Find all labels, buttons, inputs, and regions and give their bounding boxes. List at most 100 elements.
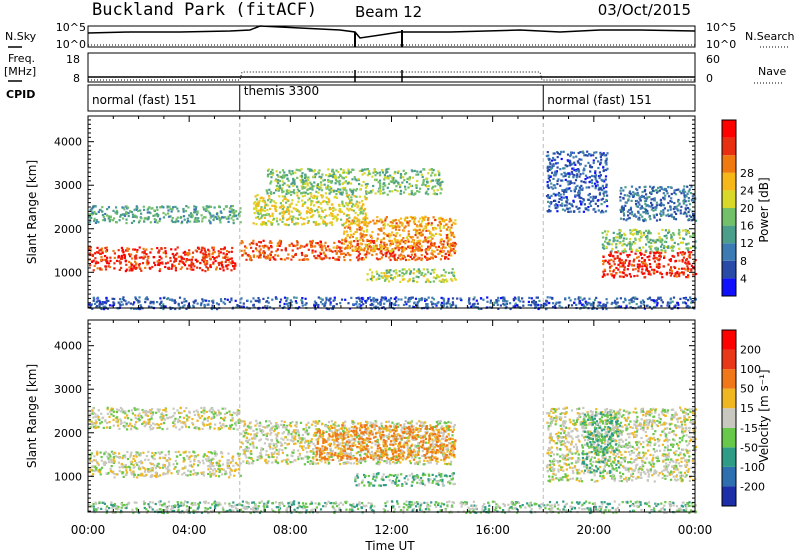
power-cell bbox=[138, 256, 141, 259]
power-cell bbox=[285, 201, 288, 204]
velocity-cell bbox=[239, 474, 242, 477]
power-cell bbox=[203, 247, 206, 250]
power-cell bbox=[368, 221, 371, 224]
power-cell bbox=[609, 265, 612, 268]
power-cell bbox=[178, 260, 181, 263]
power-cell bbox=[641, 272, 644, 275]
power-cell bbox=[586, 303, 589, 306]
power-cell bbox=[646, 256, 649, 259]
power-cell bbox=[685, 276, 688, 279]
power-cell bbox=[634, 238, 637, 241]
power-cell bbox=[360, 304, 363, 307]
power-cell bbox=[250, 241, 253, 245]
power-cell bbox=[101, 302, 104, 306]
power-cell bbox=[636, 205, 640, 208]
power-cell bbox=[636, 263, 639, 266]
power-cell bbox=[215, 268, 218, 271]
power-cell bbox=[430, 300, 433, 303]
power-cell bbox=[389, 258, 392, 262]
power-cell bbox=[189, 215, 192, 218]
power-cell bbox=[587, 209, 590, 212]
power-cell bbox=[103, 301, 106, 304]
power-cell bbox=[589, 170, 592, 173]
power-cell bbox=[568, 207, 571, 210]
power-cell bbox=[527, 303, 530, 307]
velocity-cell bbox=[150, 474, 153, 477]
power-cell bbox=[393, 297, 396, 300]
power-cell bbox=[171, 265, 174, 268]
power-cell bbox=[265, 257, 268, 260]
power-cell bbox=[602, 152, 605, 155]
power-cell bbox=[127, 215, 130, 218]
power-cell bbox=[336, 258, 339, 261]
power-cell bbox=[150, 305, 153, 308]
power-cell bbox=[288, 185, 291, 188]
power-cell bbox=[183, 300, 186, 303]
power-cell bbox=[576, 194, 579, 197]
power-cell bbox=[395, 258, 399, 262]
power-cell bbox=[677, 254, 680, 257]
power-cell bbox=[357, 223, 360, 226]
date-title: 03/Oct/2015 bbox=[598, 1, 691, 19]
power-cell bbox=[217, 215, 220, 218]
power-cell bbox=[428, 246, 431, 250]
power-cell bbox=[98, 305, 101, 308]
power-cell bbox=[417, 256, 420, 259]
power-cell bbox=[365, 245, 368, 248]
power-cell bbox=[277, 223, 280, 226]
velocity-cell bbox=[126, 451, 129, 454]
power-cell bbox=[133, 301, 136, 304]
power-cell bbox=[687, 299, 690, 302]
power-cell bbox=[436, 224, 440, 227]
power-cell bbox=[113, 302, 116, 305]
power-cell bbox=[636, 297, 639, 300]
power-cell bbox=[642, 303, 645, 306]
power-cell bbox=[93, 298, 96, 301]
power-cell bbox=[92, 259, 95, 262]
power-cell bbox=[670, 192, 673, 196]
power-cell bbox=[375, 170, 378, 174]
power-cell bbox=[349, 188, 352, 191]
power-cell bbox=[626, 268, 629, 271]
power-cell bbox=[115, 259, 119, 262]
power-cell bbox=[605, 198, 608, 202]
power-cell bbox=[201, 246, 204, 249]
power-cell bbox=[601, 243, 604, 246]
power-cell bbox=[396, 239, 399, 242]
power-cell bbox=[471, 303, 475, 306]
power-cell bbox=[652, 306, 656, 309]
power-cell bbox=[548, 205, 551, 208]
power-cell bbox=[205, 256, 208, 259]
power-cell bbox=[467, 300, 470, 303]
power-cell bbox=[436, 274, 439, 277]
power-cell bbox=[409, 215, 412, 219]
power-cell bbox=[403, 278, 406, 281]
power-cell bbox=[278, 175, 281, 178]
power-cell bbox=[170, 298, 173, 301]
power-cell bbox=[556, 152, 559, 155]
power-cell bbox=[690, 268, 693, 271]
power-cell bbox=[610, 302, 613, 306]
power-cell bbox=[599, 153, 602, 156]
power-cell bbox=[270, 180, 273, 183]
power-cell bbox=[535, 303, 538, 306]
power-cell bbox=[675, 205, 678, 208]
power-cell bbox=[578, 210, 581, 213]
power-cell bbox=[237, 305, 240, 308]
power-cell bbox=[450, 244, 453, 247]
power-cell bbox=[392, 226, 395, 229]
power-cell bbox=[441, 250, 445, 253]
power-cell bbox=[678, 233, 681, 237]
velocity-cell bbox=[132, 463, 135, 466]
power-cell bbox=[645, 304, 648, 307]
power-cell bbox=[270, 199, 273, 202]
power-cell bbox=[128, 253, 131, 256]
power-cell bbox=[395, 244, 398, 247]
power-cell bbox=[357, 259, 360, 262]
power-cell bbox=[618, 242, 621, 245]
power-cell bbox=[397, 249, 400, 252]
power-cell bbox=[622, 301, 625, 304]
power-cell bbox=[380, 245, 383, 248]
power-cell bbox=[191, 263, 194, 266]
power-cell bbox=[261, 251, 264, 254]
